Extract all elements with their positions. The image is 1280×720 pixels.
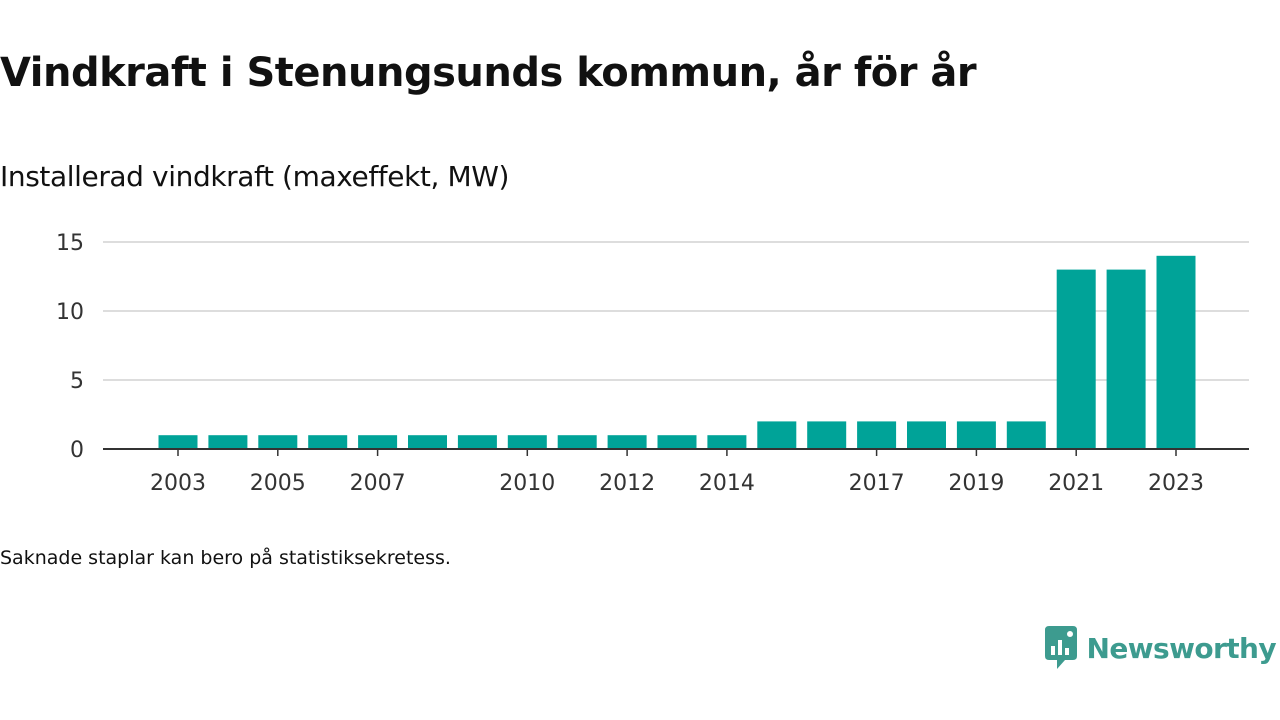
y-tick-label: 10 <box>56 300 84 325</box>
bar <box>1006 421 1046 449</box>
x-tick-label: 2012 <box>599 471 655 496</box>
bar <box>408 435 447 449</box>
x-tick-label: 2010 <box>499 471 555 496</box>
newsworthy-logo-icon <box>1044 626 1077 669</box>
chart-title: Vindkraft i Stenungsunds kommun, år för … <box>0 50 977 96</box>
bar <box>757 421 797 449</box>
x-tick-label: 2007 <box>350 471 406 496</box>
y-axis-ticks: 0 5 10 15 <box>56 231 84 463</box>
bar <box>507 435 547 449</box>
y-tick-label: 0 <box>70 438 84 463</box>
x-tick-label: 2003 <box>150 471 206 496</box>
x-tick-label: 2017 <box>849 471 905 496</box>
bar <box>1106 269 1146 449</box>
bar <box>158 435 198 449</box>
bar <box>907 421 946 449</box>
bar <box>857 421 897 449</box>
x-tick-label: 2014 <box>699 471 755 496</box>
bar <box>807 421 847 449</box>
bar <box>557 435 597 449</box>
footnote: Saknade staplar kan bero på statistiksek… <box>0 547 451 569</box>
bars <box>158 255 1196 449</box>
bar <box>657 435 697 449</box>
bar <box>1156 255 1196 449</box>
bar <box>607 435 647 449</box>
bar <box>956 421 996 449</box>
bar <box>308 435 348 449</box>
x-tick-label: 2021 <box>1048 471 1104 496</box>
chart-subtitle: Installerad vindkraft (maxeffekt, MW) <box>0 160 510 193</box>
y-tick-label: 15 <box>56 231 84 256</box>
bar <box>707 435 747 449</box>
brand-name: Newsworthy <box>1086 631 1277 665</box>
brand-logo: Newsworthy <box>1043 626 1277 670</box>
bar <box>457 435 497 449</box>
bar <box>358 435 398 449</box>
x-tick-label: 2005 <box>250 471 306 496</box>
x-tick-label: 2019 <box>948 471 1004 496</box>
bar <box>208 435 248 449</box>
x-tick-label: 2023 <box>1148 471 1204 496</box>
x-axis-ticks: 2003 2005 2007 2010 2012 2014 2017 2019 2021 2023 <box>150 449 1204 496</box>
bar <box>258 435 298 449</box>
y-tick-label: 5 <box>70 369 84 394</box>
bar <box>1056 269 1096 449</box>
